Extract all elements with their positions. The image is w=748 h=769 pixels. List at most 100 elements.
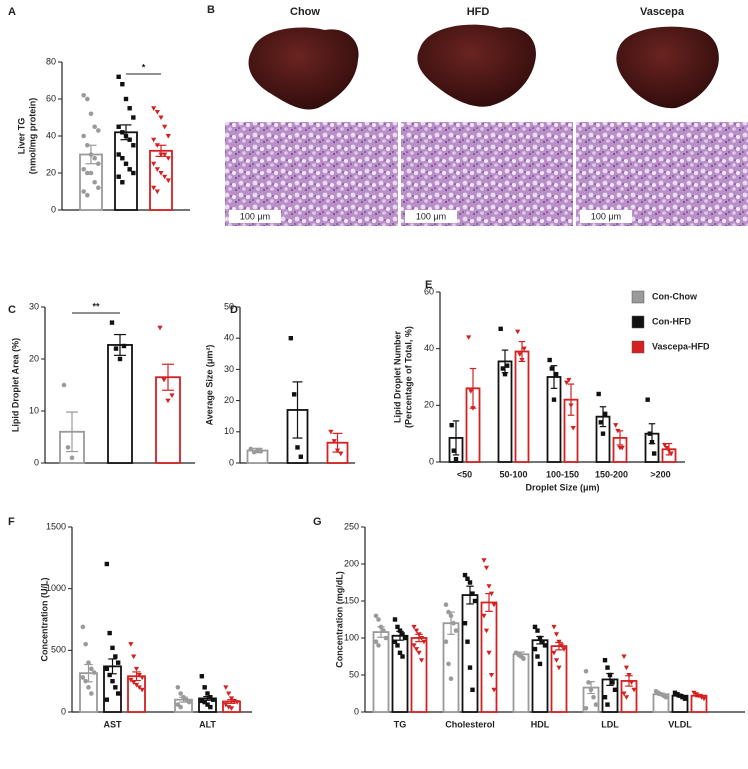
data-point [151, 185, 157, 191]
data-point [120, 156, 125, 161]
bar [410, 637, 428, 713]
data-point [161, 377, 167, 383]
data-point [110, 678, 115, 684]
data-point [158, 115, 164, 121]
y-axis-label: Average Size (μm²) [204, 345, 214, 426]
data-point [228, 706, 235, 711]
data-point [400, 654, 405, 659]
y-tick-label: 40 [224, 333, 234, 343]
data-point [483, 565, 490, 571]
scale-bar [229, 210, 281, 223]
y-tick-label: 60 [424, 286, 434, 296]
data-point [448, 676, 454, 681]
data-point [175, 685, 181, 690]
data-point [131, 680, 137, 685]
data-point [61, 382, 67, 388]
data-point [104, 561, 110, 567]
data-point [556, 665, 562, 671]
data-point [139, 675, 145, 681]
panel-label: E [425, 279, 432, 291]
data-point [373, 613, 379, 619]
data-point [532, 646, 538, 652]
bar [480, 601, 498, 713]
y-tick-label: 1500 [46, 521, 66, 531]
data-point [602, 411, 608, 417]
data-point [110, 645, 115, 651]
data-point [547, 357, 552, 363]
data-point [651, 451, 657, 456]
data-point [83, 678, 88, 684]
data-point [564, 380, 570, 386]
y-axis-label: Liver TG [16, 118, 26, 155]
y-tick-label: 20 [46, 167, 56, 177]
y-tick-label: 40 [46, 130, 56, 140]
bar [461, 594, 479, 713]
legend-label: Vascepa-HFD [652, 341, 710, 351]
data-point [154, 189, 160, 195]
data-point [298, 454, 304, 459]
data-point [85, 142, 90, 148]
legend-swatch [631, 315, 645, 329]
data-point [80, 675, 86, 680]
data-point [701, 696, 707, 702]
data-point [448, 613, 454, 619]
data-point [411, 643, 417, 648]
data-point [693, 692, 700, 697]
bar [497, 360, 513, 463]
data-point [397, 650, 403, 655]
data-point [88, 111, 94, 117]
data-point [127, 106, 132, 111]
data-point [378, 624, 384, 630]
data-point [677, 693, 683, 698]
data-point [65, 445, 71, 450]
data-point [451, 620, 456, 626]
y-tick-label: 40 [424, 343, 434, 353]
legend-swatch [631, 290, 645, 304]
bar [512, 653, 530, 713]
data-point [553, 658, 560, 663]
data-point [131, 654, 137, 660]
data-point [668, 451, 674, 457]
data-point [83, 641, 88, 647]
column-title: HFD [467, 6, 490, 18]
x-tick-label: 150-200 [595, 469, 628, 479]
data-point [158, 171, 164, 176]
data-point [104, 666, 110, 672]
data-point [96, 128, 101, 133]
data-point [612, 687, 618, 692]
data-point [162, 124, 168, 130]
data-point [157, 325, 163, 331]
data-point [92, 179, 97, 185]
data-point [208, 695, 213, 700]
data-point [596, 391, 601, 397]
data-point [488, 591, 495, 597]
data-point [556, 639, 562, 645]
data-point [537, 661, 543, 667]
data-point [169, 393, 175, 398]
data-point [395, 624, 400, 630]
data-point [288, 336, 294, 341]
data-point [295, 445, 300, 450]
data-point [549, 366, 555, 371]
data-point [613, 423, 619, 428]
data-point [500, 366, 506, 371]
column-title: Vascepa [640, 6, 685, 18]
data-point [551, 397, 557, 402]
y-tick-label: 50 [224, 301, 234, 311]
bar [546, 376, 562, 463]
data-point [228, 696, 235, 702]
y-tick-label: 80 [46, 56, 56, 66]
data-point [421, 639, 427, 645]
data-point [449, 422, 454, 428]
data-point [647, 431, 653, 436]
histology-image [401, 122, 573, 226]
data-point [226, 705, 232, 710]
scale-bar-label: 100 μm [591, 211, 621, 221]
data-point [331, 439, 337, 444]
data-point [623, 665, 630, 671]
data-point [519, 358, 525, 363]
data-point [586, 680, 591, 685]
data-point [593, 702, 599, 707]
data-point [446, 661, 451, 667]
data-point [453, 628, 459, 633]
